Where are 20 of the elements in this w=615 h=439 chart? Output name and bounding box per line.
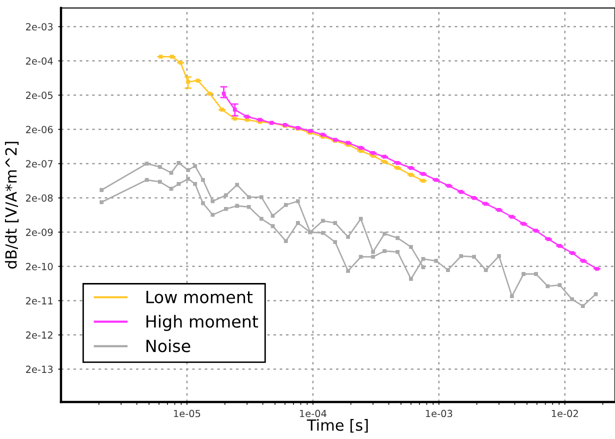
y-tick-label: 2e-10 [26, 262, 53, 270]
y-tick-label: 2e-05 [26, 92, 53, 99]
y-tick-label: 2e-08 [26, 194, 53, 202]
y-tick-label: 2e-11 [26, 297, 52, 304]
x-tick-label: 1e-03 [426, 410, 452, 418]
y-tick-label: 2e-03 [26, 23, 53, 30]
x-tick-label: 1e-05 [174, 410, 200, 418]
x-tick-label: 1e-04 [300, 410, 326, 418]
y-tick-label: 2e-13 [26, 366, 53, 373]
legend-label: Low moment [146, 290, 253, 304]
y-tick-label: 2e-09 [26, 228, 53, 236]
y-axis-title: dB/dt [V/A*m^2] [4, 142, 19, 269]
legend-label: Noise [146, 339, 190, 352]
y-tick-label: 2e-07 [26, 160, 53, 168]
x-axis-title: Time [s] [306, 419, 368, 433]
y-tick-label: 2e-04 [26, 57, 53, 65]
y-tick-label: 2e-12 [26, 331, 52, 339]
y-tick-label: 2e-06 [26, 126, 53, 134]
x-tick-label: 1e-02 [552, 410, 578, 418]
legend-label: High moment [146, 314, 258, 332]
